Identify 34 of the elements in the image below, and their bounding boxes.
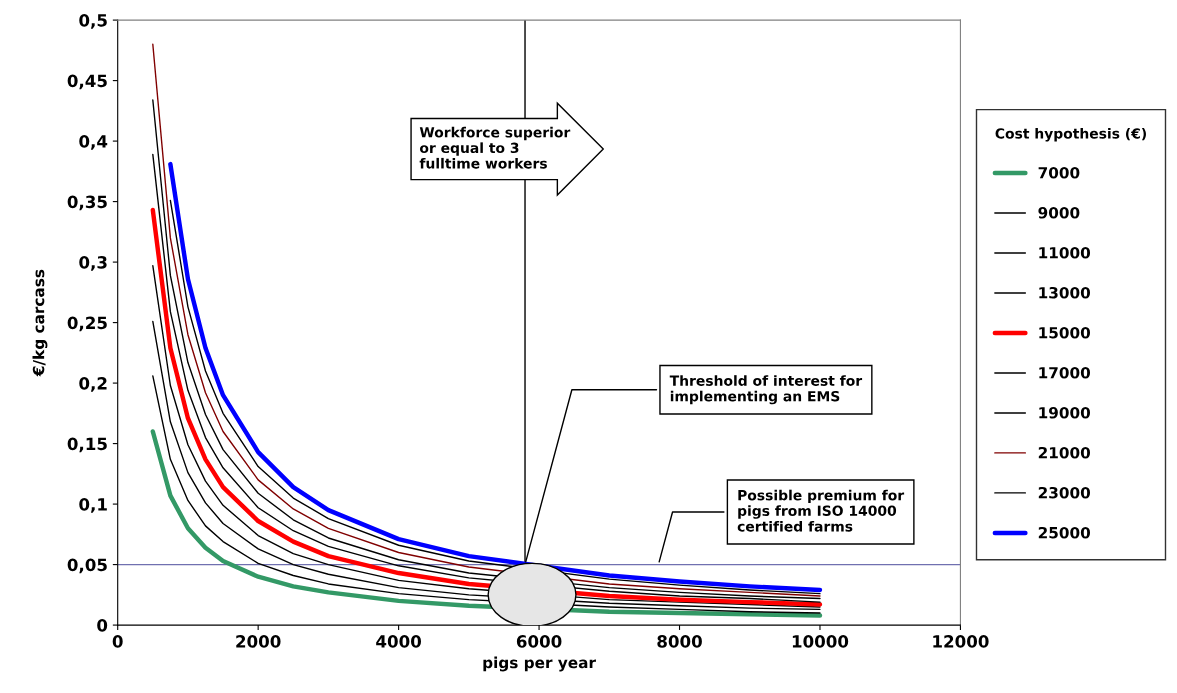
y-tick-label: 0,15: [67, 437, 107, 453]
legend-label: 13000: [1039, 286, 1091, 299]
x-tick-label: 2000: [236, 635, 281, 648]
annotation: Threshold of interest for implementing an EMS: [669, 375, 863, 405]
y-tick-label: 0,25: [67, 316, 107, 332]
x-tick-label: 12000: [933, 635, 989, 648]
legend-label: 17000: [1039, 366, 1091, 379]
x-tick-label: 4000: [376, 635, 422, 648]
annotation: Possible premium for pigs from ISO 14000 certified farms: [737, 489, 905, 532]
x-tick-label: 8000: [657, 635, 702, 648]
legend-label: 9000: [1038, 206, 1080, 219]
y-tick-label: 0,3: [79, 256, 107, 271]
y-axis-title: €/kg carcass: [32, 269, 48, 377]
y-tick-label: 0,45: [67, 74, 107, 90]
x-axis-title: pigs per year: [483, 656, 596, 672]
legend-label: 25000: [1038, 526, 1091, 539]
y-tick-label: 0,05: [67, 558, 107, 574]
x-tick-label: 0: [112, 635, 123, 648]
y-tick-label: 0,1: [79, 498, 107, 513]
annotation: Workforce superior or equal to 3 fulltime workers: [419, 126, 571, 169]
legend-label: 19000: [1039, 406, 1091, 419]
y-tick-label: 0,35: [67, 195, 107, 211]
y-tick-label: 0,5: [79, 14, 107, 29]
y-tick-label: 0,2: [79, 377, 107, 392]
y-tick-label: 0: [97, 619, 108, 632]
x-tick-label: 6000: [516, 635, 562, 648]
y-tick-label: 0,4: [79, 135, 108, 150]
legend-label: 15000: [1039, 326, 1091, 339]
legend-label: 11000: [1039, 246, 1091, 259]
legend-label: 21000: [1038, 446, 1091, 459]
x-tick-label: 10000: [792, 635, 849, 648]
legend-label: 7000: [1038, 166, 1080, 179]
legend-label: 23000: [1038, 486, 1091, 499]
legend-title: Cost hypothesis (€): [995, 127, 1146, 142]
